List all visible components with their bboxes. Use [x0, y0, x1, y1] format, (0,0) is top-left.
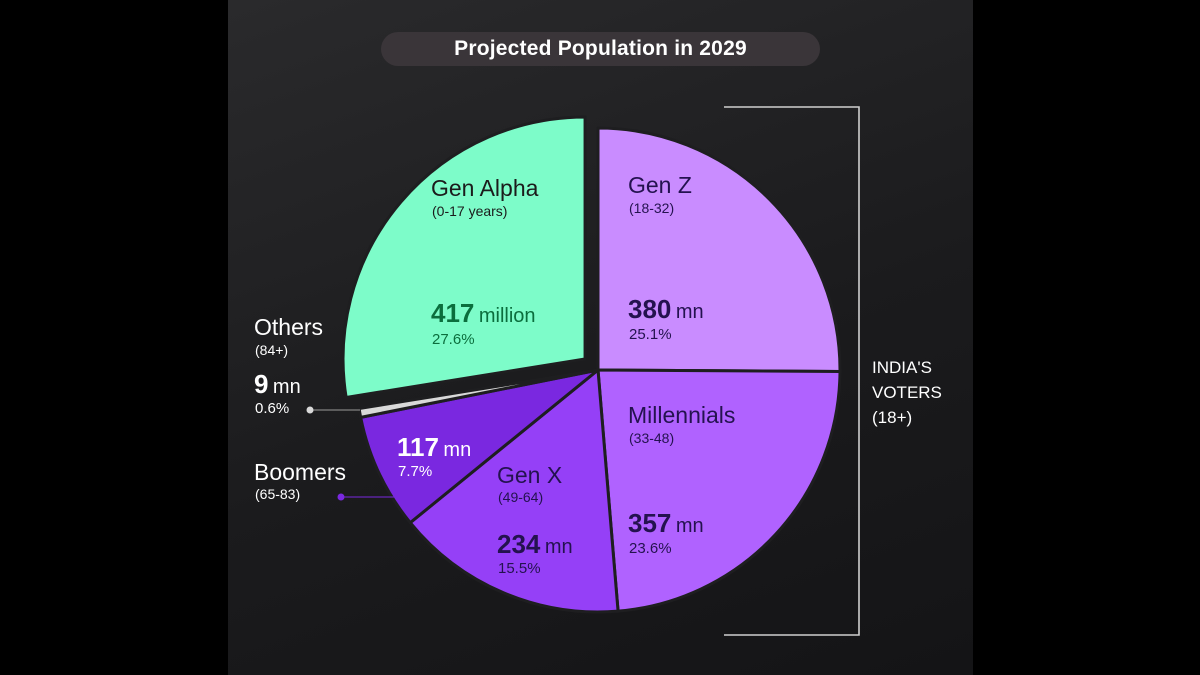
gen-x-name: Gen X [497, 462, 563, 488]
gen-x-range: (49-64) [498, 489, 544, 505]
others-name: Others [254, 314, 324, 340]
chart-title: Projected Population in 2029 [381, 32, 820, 66]
gen-z-percent: 25.1% [629, 326, 672, 343]
others-unit: mn [272, 376, 301, 398]
boomers-name: Boomers [254, 459, 347, 485]
gen-z-value: 380 mn [628, 294, 704, 325]
millennials-number: 357 [628, 508, 672, 538]
gen-alpha-name: Gen Alpha [431, 175, 539, 201]
pie-slice-gen-alpha [341, 115, 587, 400]
gen-x-number: 234 [497, 529, 541, 559]
millennials-percent: 23.6% [629, 540, 672, 557]
gen-alpha-number: 417 [431, 298, 475, 328]
millennials-unit: mn [675, 515, 704, 537]
boomers-number: 117 [397, 432, 439, 462]
gen-z-range: (18-32) [629, 200, 675, 216]
millennials-name: Millennials [628, 402, 736, 428]
others-number: 9 [254, 369, 269, 399]
pie-slice-others [357, 368, 599, 420]
others-range: (84+) [255, 342, 289, 358]
pie-slice-gen-z [596, 126, 842, 374]
pie-slice-boomers [358, 368, 599, 525]
others-leader-dot [306, 406, 314, 414]
gen-x-unit: mn [544, 536, 573, 558]
voters-bracket [724, 106, 860, 636]
boomers-leader-dot [337, 493, 345, 501]
others-value: 9 mn [254, 369, 301, 400]
gen-alpha-unit: million [478, 305, 536, 327]
gen-z-number: 380 [628, 294, 672, 324]
gen-alpha-percent: 27.6% [432, 331, 475, 348]
pie-slice-gen-x [408, 367, 620, 614]
gen-alpha-range: (0-17 years) [432, 203, 508, 219]
gen-z-name: Gen Z [628, 172, 692, 198]
voters-label-line-2: VOTERS [872, 383, 942, 402]
voters-label-line-3: (18+) [872, 408, 913, 427]
boomers-range: (65-83) [255, 486, 301, 502]
gen-z-unit: mn [675, 301, 704, 323]
millennials-value: 357 mn [628, 508, 704, 539]
pie-slice-millennials [596, 368, 842, 613]
gen-x-percent: 15.5% [498, 560, 541, 577]
boomers-value: 117 mn [397, 432, 471, 463]
gen-x-value: 234 mn [497, 529, 573, 560]
voters-label-line-1: INDIA'S [872, 358, 932, 377]
millennials-range: (33-48) [629, 430, 675, 446]
gen-alpha-value: 417 million [431, 298, 536, 329]
others-percent: 0.6% [255, 400, 290, 417]
boomers-unit: mn [443, 439, 472, 461]
boomers-percent: 7.7% [398, 463, 433, 480]
voters-label: INDIA'S VOTERS (18+) [872, 355, 942, 430]
